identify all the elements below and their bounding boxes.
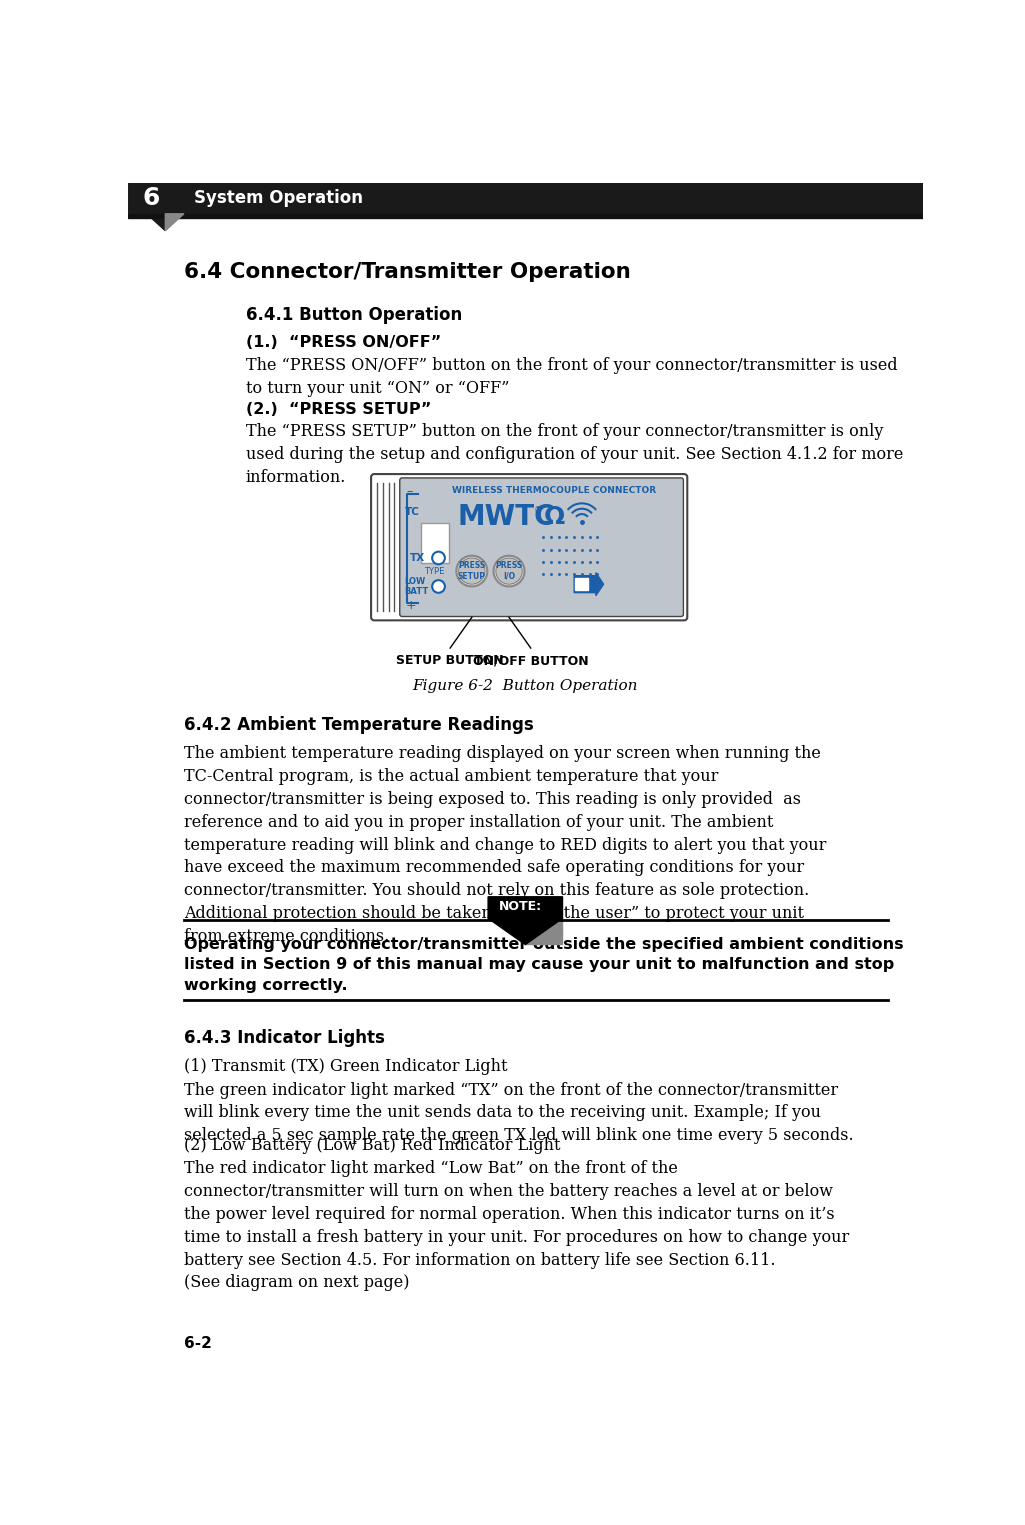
- Circle shape: [433, 580, 445, 593]
- FancyBboxPatch shape: [371, 474, 688, 621]
- Text: +: +: [406, 599, 416, 612]
- Circle shape: [496, 558, 522, 584]
- Text: TYPE: TYPE: [424, 567, 445, 576]
- Text: ®: ®: [534, 506, 542, 515]
- Text: (1) Transmit (TX) Green Indicator Light: (1) Transmit (TX) Green Indicator Light: [183, 1058, 507, 1075]
- Text: System Operation: System Operation: [194, 189, 363, 207]
- Bar: [128, 214, 922, 218]
- Text: The “PRESS SETUP” button on the front of your connector/transmitter is only
used: The “PRESS SETUP” button on the front of…: [246, 424, 903, 486]
- Text: PRESS
SETUP: PRESS SETUP: [458, 561, 486, 581]
- Text: (2.)  “PRESS SETUP”: (2.) “PRESS SETUP”: [246, 401, 432, 416]
- Text: (2) Low Battery (Low Bat) Red Indicator Light: (2) Low Battery (Low Bat) Red Indicator …: [183, 1138, 561, 1154]
- Text: Operating your connector/transmitter outside the specified ambient conditions
li: Operating your connector/transmitter out…: [183, 936, 904, 993]
- Polygon shape: [165, 214, 183, 230]
- Text: Ω: Ω: [543, 505, 564, 529]
- Polygon shape: [525, 918, 563, 944]
- Circle shape: [456, 555, 487, 587]
- Text: NOTE:: NOTE:: [499, 900, 542, 912]
- Text: 6-2: 6-2: [183, 1336, 212, 1351]
- Text: ON/OFF BUTTON: ON/OFF BUTTON: [473, 654, 588, 668]
- Bar: [128, 183, 922, 214]
- Text: The red indicator light marked “Low Bat” on the front of the
connector/transmitt: The red indicator light marked “Low Bat”…: [183, 1161, 849, 1292]
- Text: Figure 6-2  Button Operation: Figure 6-2 Button Operation: [412, 679, 638, 692]
- Text: The green indicator light marked “TX” on the front of the connector/transmitter
: The green indicator light marked “TX” on…: [183, 1081, 854, 1144]
- Text: MWTC: MWTC: [458, 503, 556, 531]
- Circle shape: [458, 558, 485, 584]
- Circle shape: [433, 552, 445, 564]
- Text: 6: 6: [142, 186, 160, 210]
- Text: TX: TX: [410, 554, 425, 563]
- Text: SETUP BUTTON: SETUP BUTTON: [397, 654, 504, 668]
- Text: –: –: [406, 485, 412, 499]
- Text: (1.)  “PRESS ON/OFF”: (1.) “PRESS ON/OFF”: [246, 336, 441, 351]
- FancyArrow shape: [574, 572, 604, 596]
- Circle shape: [493, 555, 525, 587]
- Text: 6.4.1 Button Operation: 6.4.1 Button Operation: [246, 307, 462, 325]
- FancyBboxPatch shape: [420, 523, 449, 563]
- Polygon shape: [488, 897, 563, 944]
- Text: The ambient temperature reading displayed on your screen when running the
TC-Cen: The ambient temperature reading displaye…: [183, 746, 826, 946]
- Text: PRESS
I/O: PRESS I/O: [495, 561, 523, 581]
- Polygon shape: [128, 183, 183, 230]
- Bar: [575, 578, 588, 590]
- Text: WIRELESS THERMOCOUPLE CONNECTOR: WIRELESS THERMOCOUPLE CONNECTOR: [452, 486, 657, 494]
- Text: 6.4 Connector/Transmitter Operation: 6.4 Connector/Transmitter Operation: [183, 262, 630, 282]
- Text: 6.4.3 Indicator Lights: 6.4.3 Indicator Lights: [183, 1029, 384, 1048]
- Text: 6.4.2 Ambient Temperature Readings: 6.4.2 Ambient Temperature Readings: [183, 715, 534, 734]
- Text: TC: TC: [405, 506, 420, 517]
- Bar: [171, 183, 922, 214]
- FancyBboxPatch shape: [400, 477, 684, 616]
- Text: The “PRESS ON/OFF” button on the front of your connector/transmitter is used
to : The “PRESS ON/OFF” button on the front o…: [246, 357, 898, 396]
- Text: LOW
BATT: LOW BATT: [405, 576, 428, 596]
